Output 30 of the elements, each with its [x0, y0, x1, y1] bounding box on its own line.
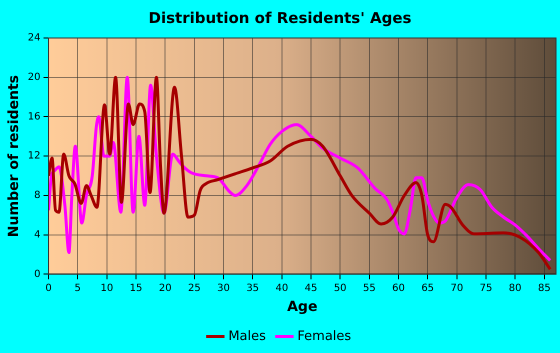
x-tick-label: 80	[508, 282, 522, 294]
x-tick-label: 60	[392, 282, 405, 294]
x-tick-label: 75	[480, 282, 492, 294]
x-tick-label: 70	[450, 282, 464, 294]
x-axis-title: Age	[287, 299, 318, 316]
chart-title: Distribution of Residents' Ages	[148, 8, 412, 27]
y-tick-label: 0	[34, 268, 41, 280]
x-tick-label: 25	[188, 282, 201, 294]
x-tick-label: 50	[334, 282, 347, 294]
x-tick-label: 0	[45, 282, 52, 294]
x-tick-label: 15	[130, 282, 142, 294]
x-tick-label: 45	[304, 282, 318, 294]
x-tick-label: 35	[246, 282, 260, 294]
legend-label: Females	[297, 328, 352, 344]
x-tick-label: 10	[100, 282, 114, 294]
y-tick-label: 16	[28, 111, 41, 122]
legend-label: Males	[228, 328, 266, 344]
x-tick-label: 65	[421, 282, 434, 294]
y-tick-label: 4	[34, 229, 41, 240]
y-tick-label: 8	[34, 190, 41, 202]
y-tick-label: 24	[28, 32, 41, 44]
x-tick-label: 85	[538, 282, 551, 294]
x-tick-label: 30	[217, 282, 230, 294]
x-tick-label: 5	[74, 282, 81, 294]
x-tick-label: 20	[158, 282, 172, 294]
y-axis-title: Number of residents	[6, 75, 22, 238]
x-tick-label: 40	[275, 282, 288, 294]
y-tick-label: 12	[28, 150, 41, 162]
x-tick-label: 55	[362, 282, 376, 294]
y-tick-label: 20	[28, 72, 41, 83]
